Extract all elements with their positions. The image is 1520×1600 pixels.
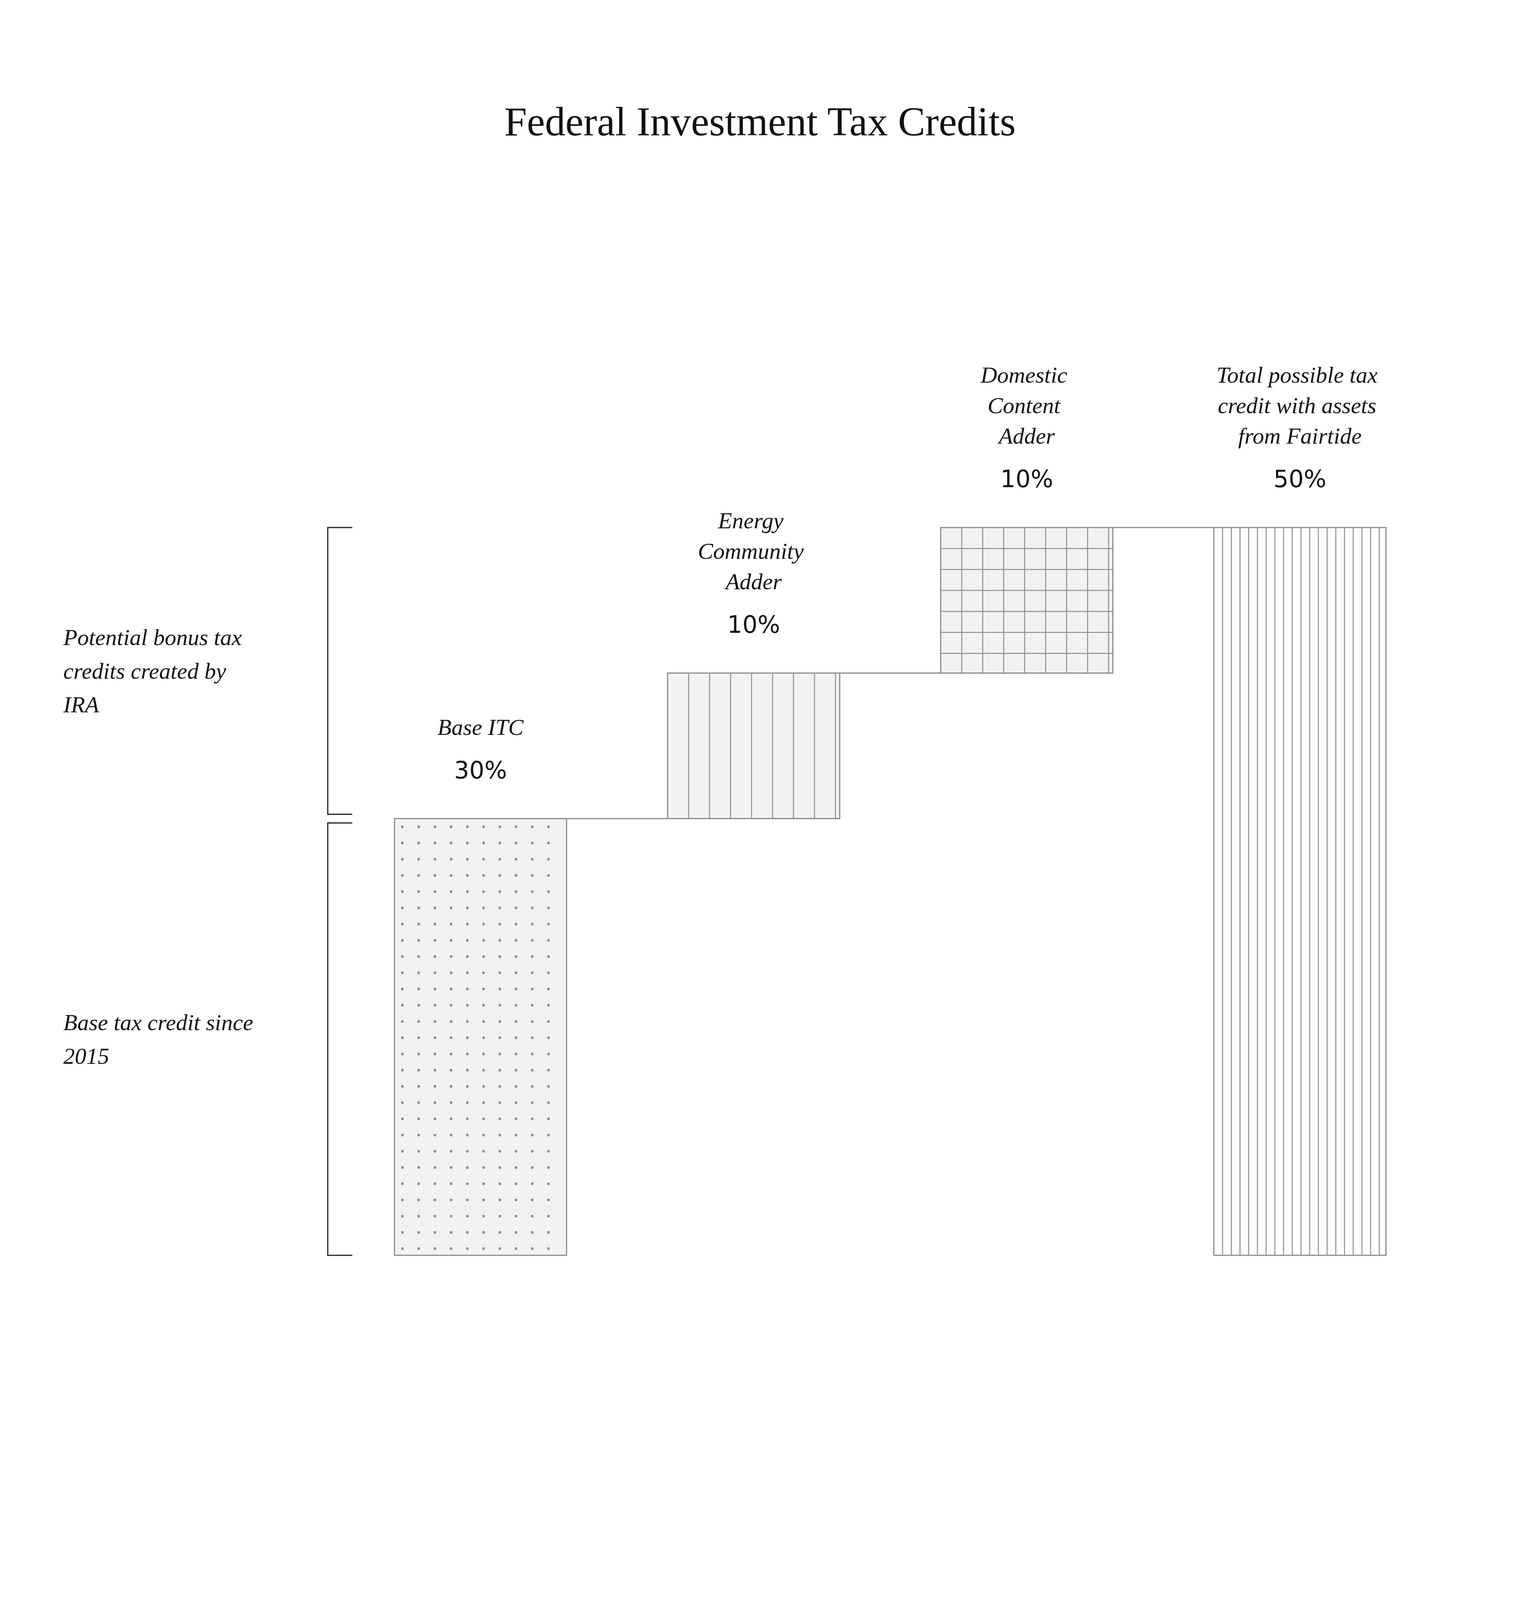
svg-text:from Fairtide: from Fairtide [1238, 423, 1362, 449]
svg-text:2015: 2015 [63, 1043, 110, 1070]
svg-text:10%: 10% [727, 610, 780, 639]
svg-text:credits created by: credits created by [63, 658, 232, 684]
svg-text:Energy: Energy [717, 507, 790, 534]
svg-text:Community: Community [697, 538, 810, 565]
svg-text:50%: 50% [1273, 465, 1327, 493]
svg-text:10%: 10% [1000, 465, 1053, 493]
svg-text:Content: Content [987, 392, 1066, 419]
svg-text:Potential bonus tax: Potential bonus tax [62, 624, 248, 651]
svg-text:Total possible tax: Total possible tax [1216, 362, 1384, 388]
svg-text:30%: 30% [454, 756, 507, 785]
svg-text:IRA: IRA [62, 691, 100, 718]
svg-text:Domestic: Domestic [980, 362, 1074, 388]
svg-text:Base ITC: Base ITC [437, 714, 525, 741]
svg-text:Federal Investment Tax Credits: Federal Investment Tax Credits [504, 98, 1016, 145]
svg-text:Base tax credit since: Base tax credit since [63, 1009, 259, 1036]
svg-text:Adder: Adder [997, 423, 1055, 449]
svg-text:Adder: Adder [723, 568, 782, 595]
svg-text:credit with assets: credit with assets [1217, 392, 1382, 419]
